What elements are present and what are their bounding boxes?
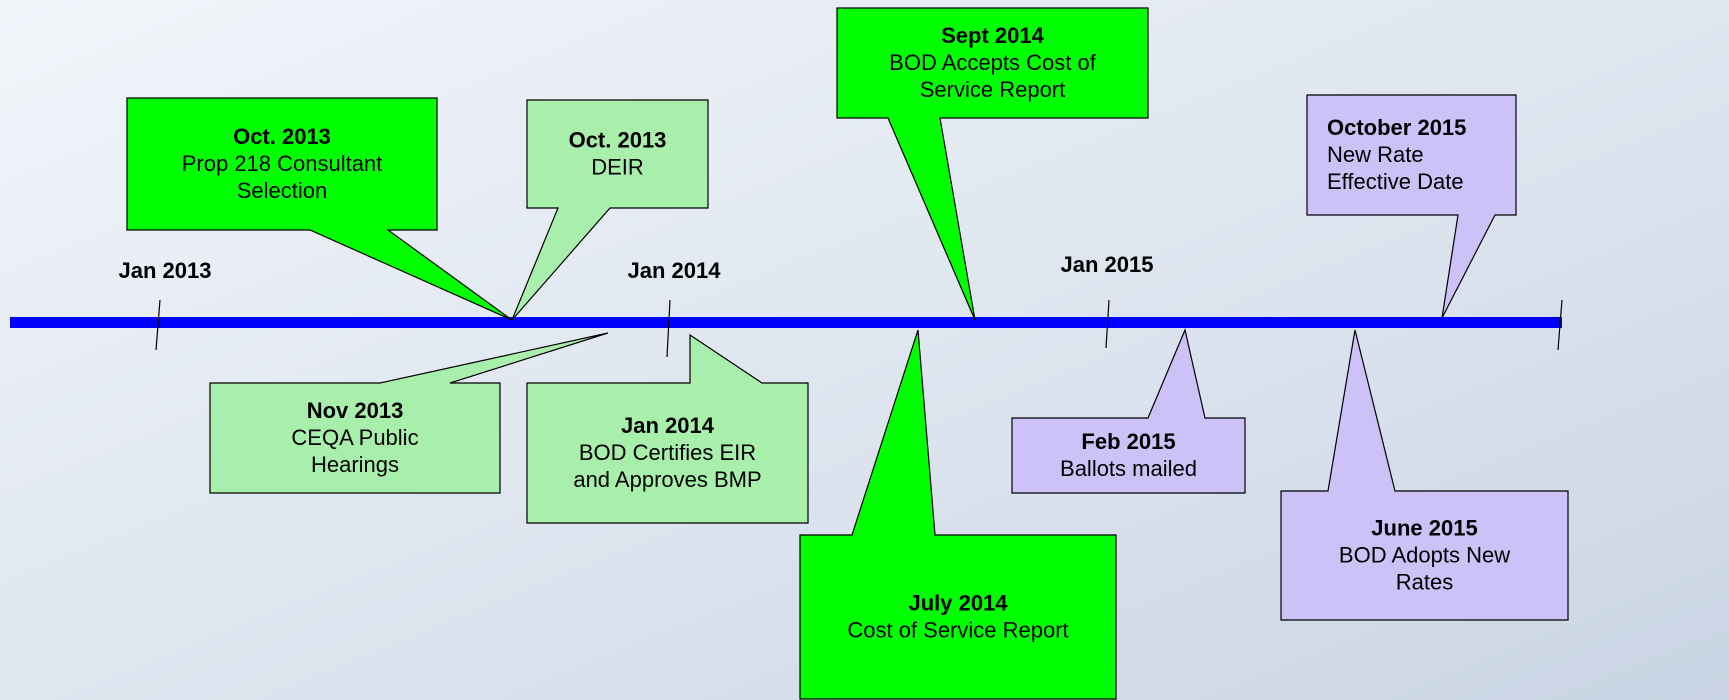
- callout-shape: [1306, 94, 1517, 319]
- callout-date: Oct. 2013: [233, 124, 331, 149]
- callout-text: CEQA Public: [291, 425, 418, 450]
- callout-shape: [1011, 328, 1246, 494]
- callout-shape: [836, 7, 1149, 321]
- callout-text: Rates: [1396, 570, 1453, 595]
- callout-date: Jan 2014: [621, 413, 715, 438]
- callout-date: Nov 2013: [307, 398, 404, 423]
- callout-text: BOD Accepts Cost of: [889, 50, 1097, 75]
- tick: [666, 299, 671, 358]
- year-label: Jan 2015: [1061, 252, 1154, 277]
- callout-shape: [1280, 329, 1569, 621]
- callout-shape: [126, 97, 513, 321]
- callout-text: Service Report: [920, 77, 1066, 102]
- callout-text: DEIR: [591, 155, 644, 180]
- callout-text: Cost of Service Report: [847, 618, 1068, 643]
- callout-text: BOD Adopts New: [1339, 543, 1510, 568]
- callout-shape: [526, 333, 809, 524]
- callout-shape: [511, 99, 709, 321]
- tick: [155, 299, 161, 351]
- callout-date: Sept 2014: [941, 23, 1044, 48]
- callout-text: Effective Date: [1327, 169, 1464, 194]
- callout-date: Feb 2015: [1081, 429, 1175, 454]
- timeline-bar: [10, 317, 1562, 328]
- callout-shape: [799, 329, 1117, 700]
- callout-text: Ballots mailed: [1060, 456, 1197, 481]
- callout-text: Hearings: [311, 452, 399, 477]
- callout-date: Oct. 2013: [569, 128, 667, 153]
- callout-text: Prop 218 Consultant: [182, 151, 383, 176]
- callout-text: New Rate: [1327, 142, 1424, 167]
- callout-text: BOD Certifies EIR: [579, 440, 756, 465]
- tick: [1105, 299, 1110, 349]
- year-label: Jan 2013: [119, 258, 212, 283]
- callout-date: July 2014: [908, 591, 1008, 616]
- year-ticks: [155, 299, 1563, 358]
- year-label: Jan 2014: [628, 258, 722, 283]
- tick: [1557, 299, 1563, 351]
- callout-text: and Approves BMP: [573, 467, 761, 492]
- callout-date: June 2015: [1371, 516, 1477, 541]
- callout-shape: [209, 332, 609, 494]
- callout-text: Selection: [237, 178, 328, 203]
- callout-date: October 2015: [1327, 115, 1466, 140]
